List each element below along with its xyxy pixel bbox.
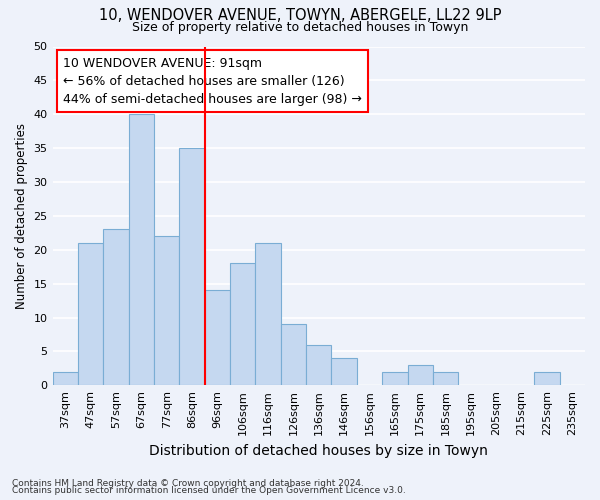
Bar xyxy=(534,372,560,386)
Bar xyxy=(179,148,205,386)
Text: Contains public sector information licensed under the Open Government Licence v3: Contains public sector information licen… xyxy=(12,486,406,495)
Bar xyxy=(53,372,78,386)
Bar xyxy=(331,358,357,386)
Bar xyxy=(281,324,306,386)
Bar xyxy=(230,264,256,386)
Y-axis label: Number of detached properties: Number of detached properties xyxy=(15,123,28,309)
Bar xyxy=(306,344,331,386)
Bar xyxy=(205,290,230,386)
Bar xyxy=(382,372,407,386)
Bar xyxy=(433,372,458,386)
Text: Contains HM Land Registry data © Crown copyright and database right 2024.: Contains HM Land Registry data © Crown c… xyxy=(12,478,364,488)
Text: Size of property relative to detached houses in Towyn: Size of property relative to detached ho… xyxy=(132,21,468,34)
Bar xyxy=(78,243,103,386)
Text: 10 WENDOVER AVENUE: 91sqm
← 56% of detached houses are smaller (126)
44% of semi: 10 WENDOVER AVENUE: 91sqm ← 56% of detac… xyxy=(63,56,362,106)
Bar xyxy=(103,230,128,386)
Bar xyxy=(407,365,433,386)
X-axis label: Distribution of detached houses by size in Towyn: Distribution of detached houses by size … xyxy=(149,444,488,458)
Text: 10, WENDOVER AVENUE, TOWYN, ABERGELE, LL22 9LP: 10, WENDOVER AVENUE, TOWYN, ABERGELE, LL… xyxy=(99,8,501,22)
Bar xyxy=(128,114,154,386)
Bar xyxy=(256,243,281,386)
Bar xyxy=(154,236,179,386)
